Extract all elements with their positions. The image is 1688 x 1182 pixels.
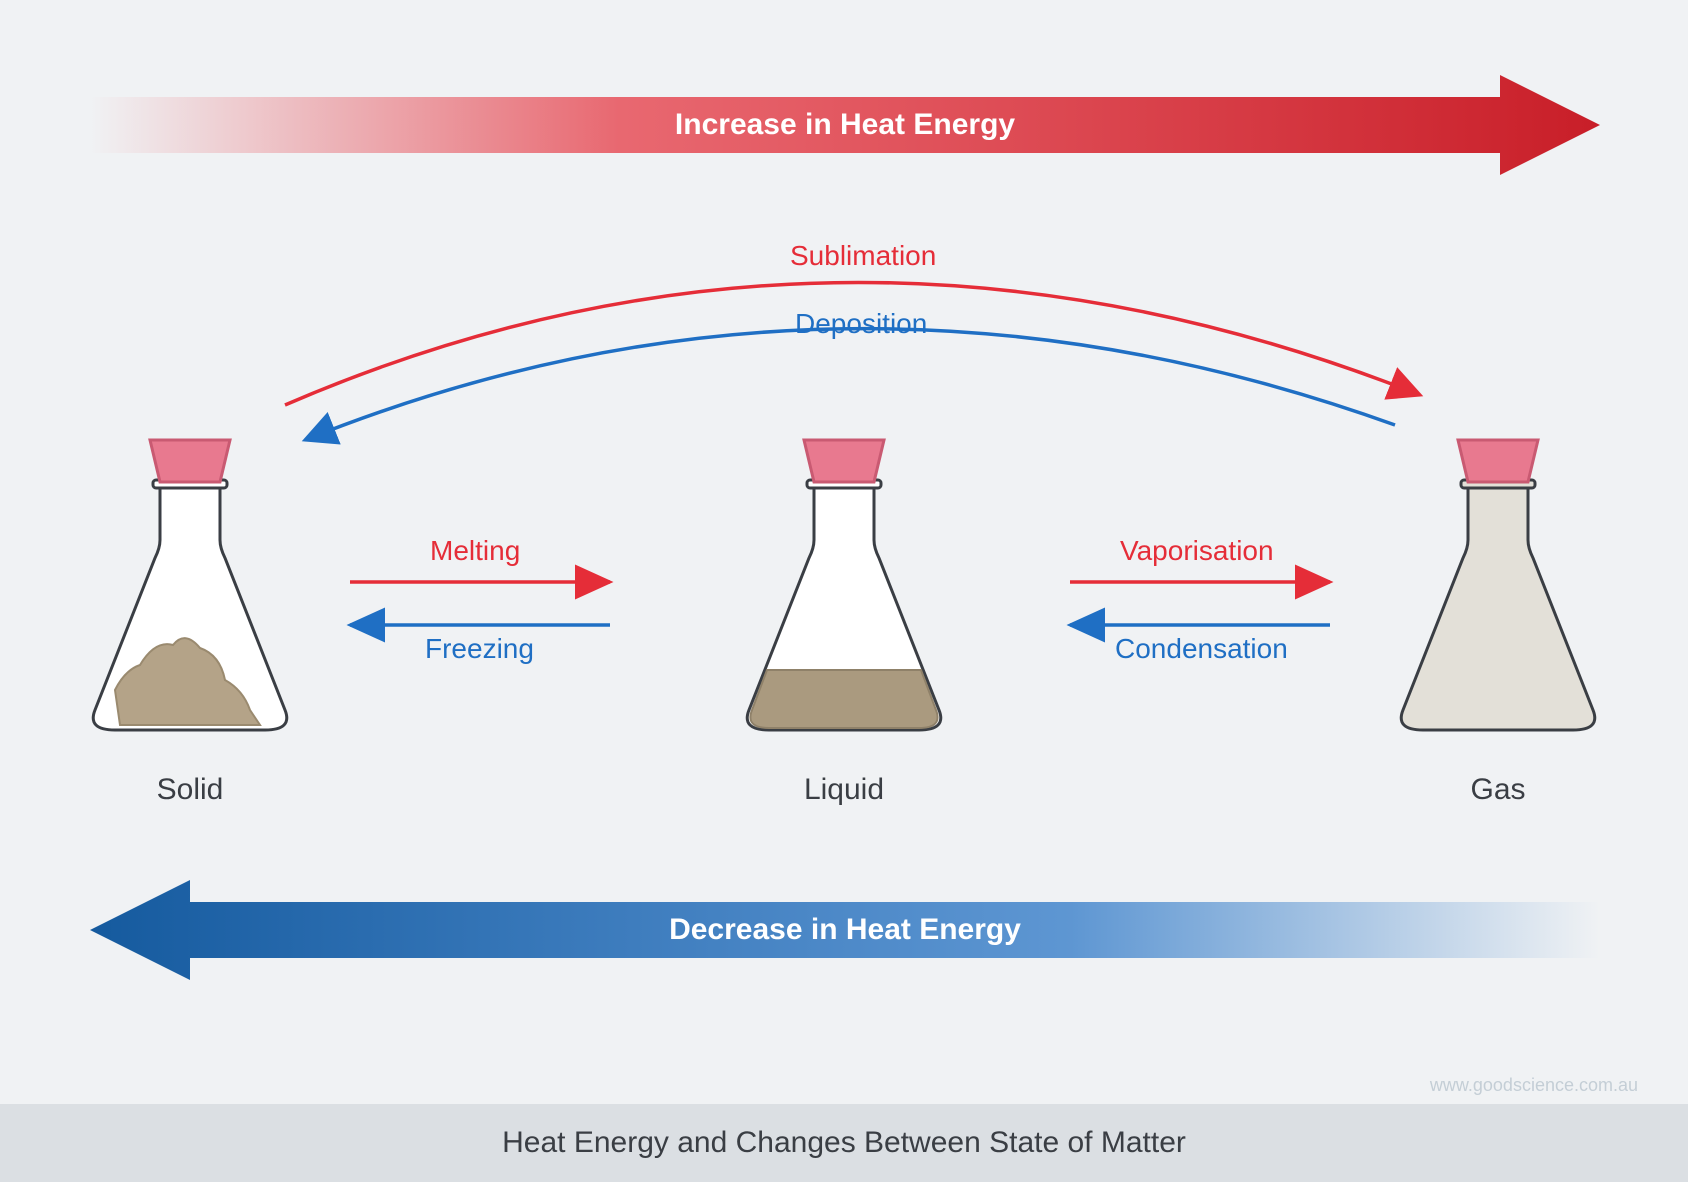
deposition-label: Deposition	[795, 308, 927, 340]
increase-energy-arrow: Increase in Heat Energy	[90, 80, 1600, 170]
gas-label: Gas	[1378, 773, 1618, 807]
vaporisation-label: Vaporisation	[1120, 535, 1274, 567]
melting-label: Melting	[430, 535, 520, 567]
freezing-label: Freezing	[425, 633, 534, 665]
decrease-energy-arrow: Decrease in Heat Energy	[90, 885, 1600, 975]
sublimation-label: Sublimation	[790, 240, 936, 272]
diagram-area: Increase in Heat Energy Sublimation Depo…	[40, 30, 1648, 1040]
increase-energy-label: Increase in Heat Energy	[675, 108, 1015, 142]
caption-text: Heat Energy and Changes Between State of…	[502, 1126, 1186, 1160]
caption-bar: Heat Energy and Changes Between State of…	[0, 1104, 1688, 1182]
condensation-label: Condensation	[1115, 633, 1288, 665]
decrease-energy-label: Decrease in Heat Energy	[669, 913, 1021, 947]
solid-label: Solid	[70, 773, 310, 807]
liquid-label: Liquid	[724, 773, 964, 807]
attribution-text: www.goodscience.com.au	[1430, 1075, 1638, 1096]
straight-arrows	[40, 510, 1648, 710]
